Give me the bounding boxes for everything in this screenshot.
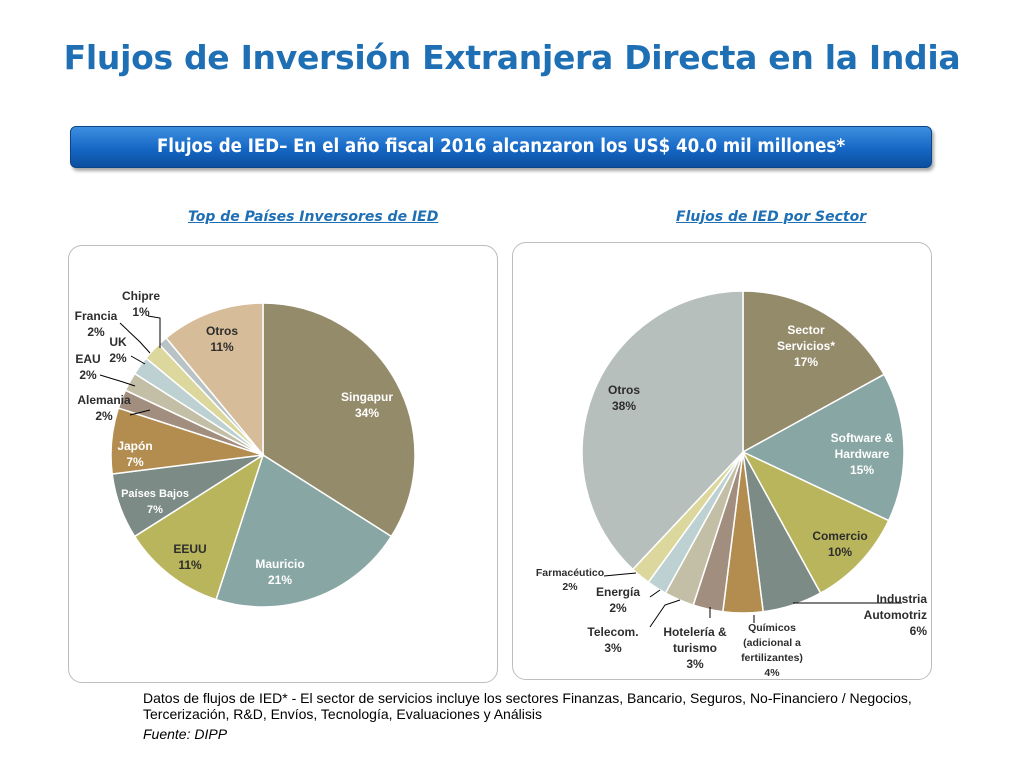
headline-banner: Flujos de IED– En el año fiscal 2016 alc… (70, 126, 932, 168)
pie-slice-comercio (741, 450, 890, 595)
sector-chart-title: Flujos de IED por Sector (676, 209, 867, 225)
leader-line-farmaceutico (603, 572, 637, 577)
data-label-chipre: Chipre 1% (122, 289, 160, 319)
data-label-quimicos-adicional-a-fertilizantes: Químicos (adicional a fertilizantes) 4% (741, 622, 803, 679)
pie-slice-sector-servicios (742, 290, 886, 454)
data-label-comercio: Comercio 10% (812, 529, 867, 559)
data-label-paises-bajos: Países Bajos 7% (121, 488, 189, 516)
pie-slice-singapur (262, 302, 416, 538)
countries-chart-title: Top de Países Inversores de IED (188, 209, 439, 225)
data-label-eau: EAU 2% (75, 352, 100, 382)
data-label-uk: UK 2% (109, 335, 127, 365)
pie-slice-software-hardware (741, 373, 905, 522)
leader-line-energia (649, 589, 661, 598)
leader-line-telecom (649, 599, 681, 628)
data-label-mauricio: Mauricio 21% (255, 557, 304, 587)
data-label-telecom: Telecom. 3% (587, 625, 638, 655)
data-label-software-hardware: Software & Hardware 15% (831, 431, 894, 477)
leader-line-alemania (129, 409, 151, 416)
pie-slice-otros (581, 290, 744, 571)
data-label-otros: Otros 11% (206, 324, 238, 354)
page-title: Flujos de Inversión Extranjera Directa e… (63, 38, 961, 77)
leader-line-eau (99, 374, 136, 387)
data-label-industria-automotriz: Industria Automotriz 6% (864, 592, 928, 638)
data-label-otros: Otros 38% (608, 383, 640, 413)
leader-line-francia (119, 322, 151, 354)
data-label-francia: Francia 2% (75, 309, 118, 339)
data-label-farmaceutico: Farmacéutico 2% (536, 567, 604, 593)
data-label-japon: Japón 7% (117, 439, 152, 469)
data-label-singapur: Singapur 34% (341, 390, 393, 420)
leader-line-uk (130, 355, 146, 365)
pie-slice-mauricio (215, 453, 393, 608)
leader-line-chipre (147, 315, 161, 348)
data-label-hoteleria-turismo: Hotelería & turismo 3% (663, 625, 727, 671)
footnote: Datos de flujos de IED* - El sector de s… (143, 690, 912, 722)
data-label-alemania: Alemania 2% (77, 393, 131, 423)
data-label-energia: Energía 2% (596, 585, 640, 615)
data-label-eeuu: EEUU 11% (173, 542, 206, 572)
pie-slice-otros (165, 302, 264, 458)
source-note: Fuente: DIPP (143, 726, 228, 742)
data-label-sector-servicios: Sector Servicios* 17% (777, 323, 835, 369)
pie-slice-eeuu (133, 453, 265, 601)
